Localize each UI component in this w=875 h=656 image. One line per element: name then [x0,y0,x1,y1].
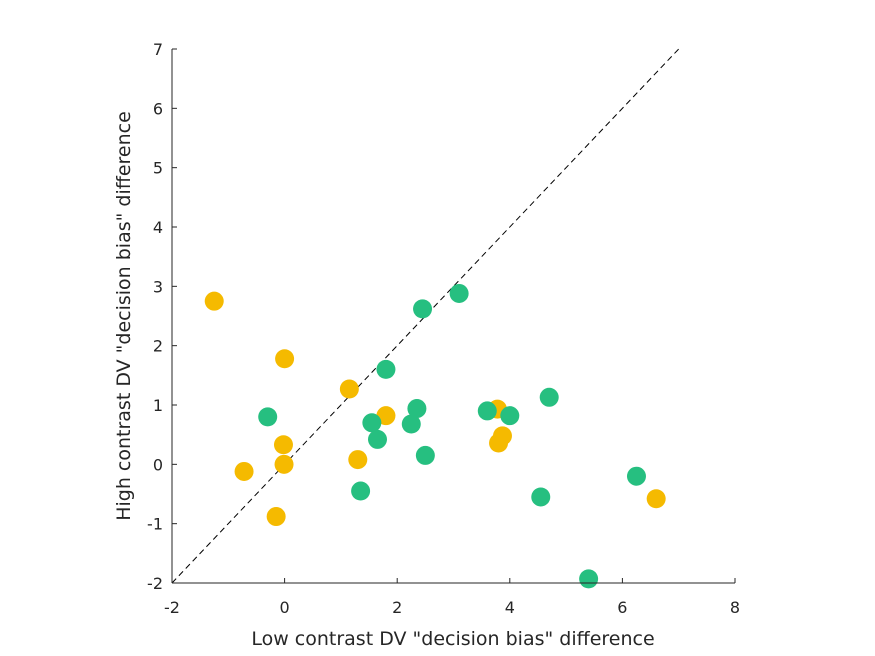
data-point-s1-9 [348,450,368,470]
data-point-s2-13 [539,387,559,407]
data-point-s2-10 [449,283,469,303]
data-point-s2-9 [415,445,435,465]
data-point-s1-1 [204,291,224,311]
data-point-s2-15 [579,569,599,589]
x-tick-label: 8 [730,598,740,617]
data-point-s2-1 [258,407,278,427]
reference-diagonal-line [171,48,680,584]
y-axis-label: High contrast DV "decision bias" differe… [113,111,135,521]
data-point-s1-8 [376,406,396,426]
data-point-s1-4 [273,435,293,455]
x-tick-label: 6 [617,598,627,617]
x-tick-label: -2 [164,598,180,617]
data-point-s2-3 [367,429,387,449]
data-point-s2-14 [531,487,551,507]
data-point-s2-5 [351,481,371,501]
data-point-s2-4 [376,359,396,379]
data-point-s1-5 [274,454,294,474]
x-tick-label: 2 [392,598,402,617]
data-point-s1-2 [275,349,295,369]
data-point-s1-3 [234,461,254,481]
data-point-s2-2 [362,413,382,433]
points-layer [204,283,666,589]
y-tick-label: 0 [153,455,163,474]
y-tick-label: 1 [153,396,163,415]
x-axis-label: Low contrast DV "decision bias" differen… [251,628,654,650]
x-tick-label: 0 [280,598,290,617]
y-tick-label: -2 [147,574,163,593]
y-tick-label: -1 [147,515,163,534]
axes-layer: -2 0 2 4 6 8 -2 -1 0 1 2 3 4 5 6 7 [147,40,740,617]
reference-layer [171,48,680,584]
data-point-s1-7 [339,379,359,399]
data-point-s2-11 [477,401,497,421]
y-tick-label: 7 [153,40,163,59]
data-point-s2-16 [626,466,646,486]
y-tick-label: 6 [153,99,163,118]
data-point-s2-7 [407,399,427,419]
data-point-s2-12 [500,406,520,426]
data-point-s2-6 [401,414,421,434]
data-point-s2-8 [413,299,433,319]
data-point-s1-6 [266,507,286,527]
y-tick-label: 3 [153,277,163,296]
x-tick-label: 4 [505,598,515,617]
data-point-s1-12 [489,433,509,453]
y-tick-label: 2 [153,337,163,356]
y-tick-label: 4 [153,218,163,237]
data-point-s1-13 [646,489,666,509]
y-tick-label: 5 [153,159,163,178]
